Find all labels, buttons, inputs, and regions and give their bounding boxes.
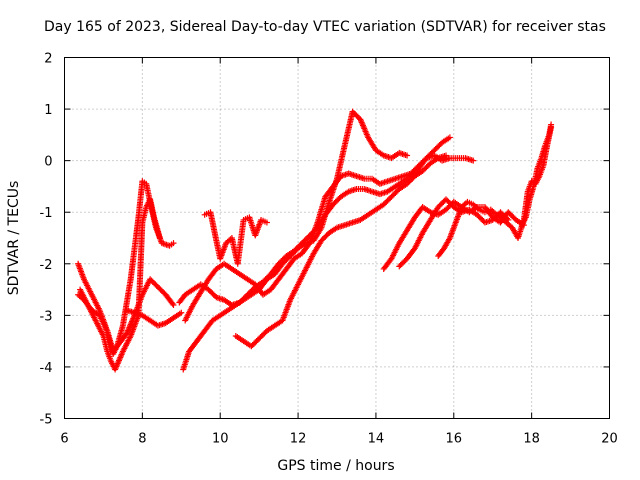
data-point: [170, 240, 177, 247]
y-tick-label: 2: [44, 52, 52, 67]
y-axis-label: SDTVAR / TECUs: [6, 181, 22, 296]
data-point: [178, 309, 185, 316]
series-arc-9: [232, 152, 449, 350]
x-tick-label: 8: [138, 432, 146, 447]
series-arc-3: [77, 196, 163, 373]
series-arc-4: [123, 307, 185, 329]
x-tick-label: 18: [523, 432, 540, 447]
series-arc-8: [201, 209, 270, 267]
data-point: [169, 300, 176, 307]
data-point: [263, 219, 270, 226]
plot-frame: [64, 57, 610, 419]
data-points: [75, 108, 555, 373]
data-point: [170, 302, 177, 309]
y-tick-label: -3: [40, 309, 53, 324]
grid-lines: [64, 57, 610, 419]
y-tick-label: 0: [44, 155, 52, 170]
data-point: [404, 152, 411, 159]
x-axis-label: GPS time / hours: [277, 458, 394, 474]
y-tick-label: 1: [44, 103, 52, 118]
data-point: [156, 235, 163, 241]
y-tick-label: -4: [40, 361, 53, 376]
x-tick-label: 6: [60, 432, 68, 447]
chart-title: Day 165 of 2023, Sidereal Day-to-day VTE…: [44, 19, 606, 35]
data-point: [470, 157, 477, 164]
y-tick-label: -1: [40, 206, 53, 221]
series-arc-12: [435, 198, 506, 260]
x-tick-label: 16: [446, 432, 463, 447]
series-arc-10: [380, 198, 527, 272]
series-arc-14: [518, 121, 555, 229]
data-point: [548, 121, 555, 128]
data-point: [446, 134, 453, 141]
series-arc-11: [396, 196, 512, 270]
y-tick-label: -5: [40, 413, 53, 428]
x-tick-label: 10: [212, 432, 229, 447]
series-arc-6: [182, 152, 477, 324]
y-tick-label: -2: [40, 258, 53, 273]
x-tick-label: 14: [368, 432, 385, 447]
x-tick-label: 20: [601, 432, 618, 447]
series-arc-7: [176, 134, 453, 309]
data-point: [443, 152, 449, 159]
x-tick-label: 12: [290, 432, 307, 447]
